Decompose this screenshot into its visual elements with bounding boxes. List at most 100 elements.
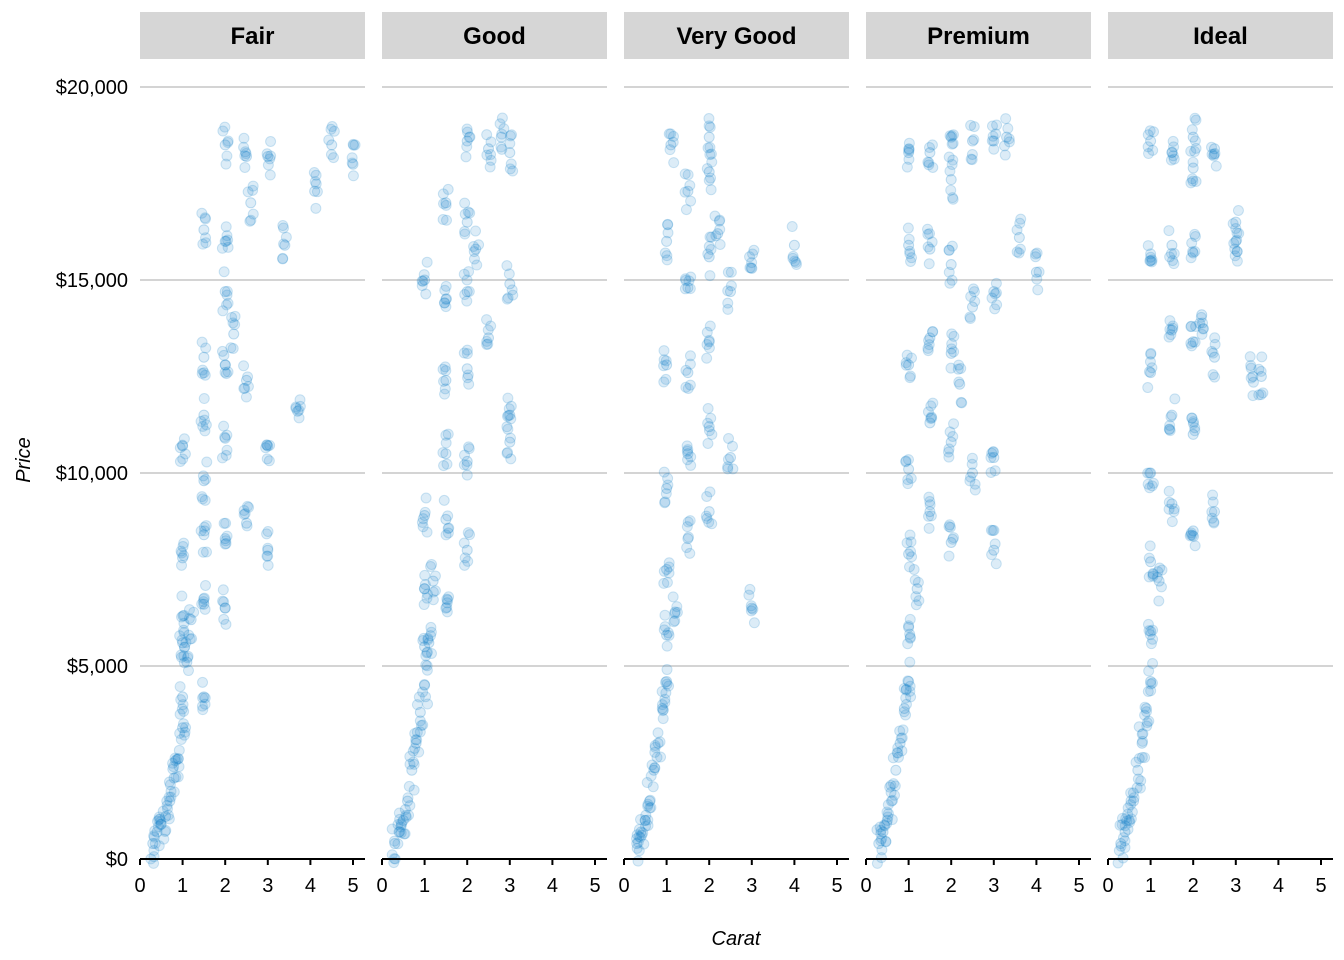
data-point	[659, 693, 671, 705]
data-point	[925, 510, 937, 522]
data-point	[426, 558, 438, 570]
data-point	[725, 280, 737, 292]
data-point	[1168, 506, 1180, 518]
data-point	[1190, 175, 1202, 187]
data-point	[505, 413, 517, 425]
data-point	[153, 814, 165, 826]
data-point	[347, 158, 359, 170]
data-point	[661, 640, 673, 652]
data-point	[463, 266, 475, 278]
data-point	[458, 347, 470, 359]
data-point	[748, 244, 760, 256]
data-point	[198, 475, 210, 487]
data-point	[661, 359, 673, 371]
data-point	[905, 255, 917, 267]
data-point	[744, 251, 756, 263]
data-point	[1187, 416, 1199, 428]
points-group	[631, 113, 802, 867]
data-point	[394, 813, 406, 825]
data-point	[1117, 832, 1129, 844]
data-point	[1146, 254, 1158, 266]
data-point	[1128, 795, 1140, 807]
data-point	[945, 536, 957, 548]
data-point	[1186, 173, 1198, 185]
data-point	[704, 320, 716, 332]
data-point	[1141, 720, 1153, 732]
data-point	[219, 538, 231, 550]
data-point	[901, 161, 913, 173]
data-point	[1188, 530, 1200, 542]
data-point	[885, 786, 897, 798]
data-point	[1166, 239, 1178, 251]
data-point	[411, 726, 423, 738]
data-point	[462, 555, 474, 567]
data-point	[684, 358, 696, 370]
data-point	[164, 795, 176, 807]
data-point	[649, 762, 661, 774]
data-point	[1119, 842, 1131, 854]
data-point	[148, 831, 160, 843]
data-point	[894, 725, 906, 737]
data-point	[238, 504, 250, 516]
data-point	[238, 141, 250, 153]
x-tick-label: 4	[789, 875, 800, 897]
data-point	[1167, 150, 1179, 162]
data-point	[1031, 273, 1043, 285]
data-point	[429, 570, 441, 582]
data-point	[219, 286, 231, 298]
data-point	[346, 157, 358, 169]
data-point	[923, 522, 935, 534]
data-point	[966, 458, 978, 470]
data-point	[229, 310, 241, 322]
data-point	[1122, 808, 1134, 820]
points-group	[145, 121, 361, 869]
data-point	[703, 334, 715, 346]
x-tick-label: 4	[1273, 875, 1284, 897]
data-point	[1140, 702, 1152, 714]
data-point	[663, 629, 675, 641]
data-point	[437, 363, 449, 375]
data-point	[642, 800, 654, 812]
data-point	[440, 214, 452, 226]
data-point	[1030, 248, 1042, 260]
data-point	[965, 153, 977, 165]
data-point	[219, 431, 231, 443]
data-point	[228, 328, 240, 340]
data-point	[152, 815, 164, 827]
data-point	[705, 231, 717, 243]
data-point	[722, 463, 734, 475]
data-point	[242, 371, 254, 383]
data-point	[501, 293, 513, 305]
data-point	[1163, 331, 1175, 343]
data-point	[442, 522, 454, 534]
data-point	[502, 446, 514, 458]
data-point	[1145, 251, 1157, 263]
data-point	[1228, 237, 1240, 249]
data-point	[503, 403, 515, 415]
data-point	[217, 584, 229, 596]
data-point	[704, 231, 716, 243]
data-point	[667, 130, 679, 142]
data-point	[987, 130, 999, 142]
data-point	[663, 567, 675, 579]
data-point	[183, 629, 195, 641]
data-point	[1116, 812, 1128, 824]
data-point	[1247, 376, 1259, 388]
data-point	[988, 135, 1000, 147]
data-point	[222, 135, 234, 147]
data-point	[459, 226, 471, 238]
data-point	[461, 469, 473, 481]
data-point	[201, 456, 213, 468]
data-point	[1245, 360, 1257, 372]
data-point	[652, 727, 664, 739]
data-point	[220, 538, 232, 550]
data-point	[261, 550, 273, 562]
facet-strip	[140, 12, 365, 59]
data-point	[419, 579, 431, 591]
data-point	[219, 359, 231, 371]
data-point	[163, 813, 175, 825]
data-point	[900, 357, 912, 369]
data-point	[443, 522, 455, 534]
data-point	[495, 141, 507, 153]
data-point	[657, 704, 669, 716]
